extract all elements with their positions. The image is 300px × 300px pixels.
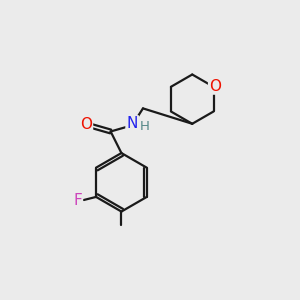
Text: N: N <box>127 116 138 131</box>
Text: O: O <box>80 117 92 132</box>
Text: F: F <box>73 193 82 208</box>
Text: O: O <box>209 79 221 94</box>
Text: H: H <box>140 120 149 133</box>
